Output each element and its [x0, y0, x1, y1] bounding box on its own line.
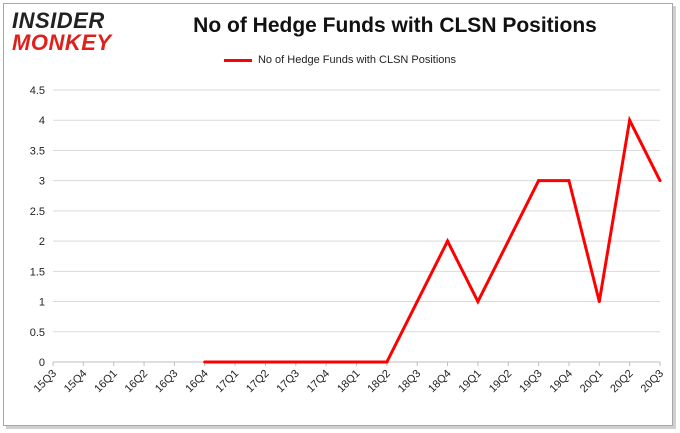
x-tick-label: 20Q1: [578, 368, 606, 396]
x-tick-label: 19Q2: [487, 368, 515, 396]
y-tick-label: 4: [39, 115, 45, 127]
data-point: [537, 179, 541, 183]
data-point: [658, 179, 662, 183]
logo-line-2: MONKEY: [12, 30, 112, 55]
logo-line-1: INSIDER: [12, 8, 105, 33]
x-tick-label: 18Q3: [396, 368, 424, 396]
data-point: [415, 300, 419, 304]
x-tick-label: 16Q2: [123, 368, 151, 396]
data-point: [446, 239, 450, 243]
y-tick-label: 1.5: [30, 266, 45, 278]
y-tick-label: 0.5: [30, 327, 45, 339]
y-tick-label: 2: [39, 236, 45, 248]
data-point: [476, 300, 480, 304]
x-tick-label: 17Q2: [244, 368, 272, 396]
x-tick-label: 18Q1: [335, 368, 363, 396]
data-point: [355, 360, 358, 364]
data-point: [506, 239, 510, 243]
data-point: [385, 360, 389, 364]
data-point: [628, 118, 632, 122]
x-tick-label: 16Q3: [153, 368, 181, 396]
x-tick-label: 17Q3: [274, 368, 302, 396]
y-tick-label: 1: [39, 297, 45, 309]
chart-legend: No of Hedge Funds with CLSN Positions: [0, 54, 680, 66]
x-tick-label: 16Q1: [92, 368, 120, 396]
y-tick-label: 3.5: [30, 145, 45, 157]
data-point: [203, 360, 207, 364]
insider-monkey-logo: INSIDER MONKEY: [12, 10, 130, 54]
y-tick-label: 3: [39, 176, 45, 188]
data-point: [263, 360, 267, 364]
x-tick-label: 20Q2: [608, 368, 636, 396]
x-tick-label: 15Q4: [62, 368, 90, 396]
data-point: [294, 360, 298, 364]
x-tick-label: 18Q4: [426, 368, 454, 396]
x-tick-label: 17Q1: [214, 368, 242, 396]
x-tick-label: 16Q4: [183, 368, 211, 396]
x-axis-ticks: 15Q3 15Q4 16Q1 16Q2 16Q3 16Q4 17Q1 17Q2 17Q3 17Q4…: [32, 362, 667, 396]
x-tick-label: 20Q3: [639, 368, 667, 396]
y-tick-label: 0: [39, 357, 45, 369]
x-tick-label: 18Q2: [365, 368, 393, 396]
legend-swatch: [223, 58, 252, 62]
data-point: [324, 360, 328, 364]
y-tick-label: 4.5: [30, 85, 45, 97]
data-point: [597, 300, 601, 304]
y-axis-ticks: 0 0.5 1 1.5 2 2.5 3 3.5 4 4.5: [30, 85, 45, 369]
y-tick-label: 2.5: [30, 206, 45, 218]
data-point: [567, 179, 571, 183]
series-line: [204, 115, 662, 364]
x-tick-label: 15Q3: [32, 368, 60, 396]
legend-label: No of Hedge Funds with CLSN Positions: [257, 54, 457, 66]
chart-title: No of Hedge Funds with CLSN Positions: [193, 14, 597, 37]
chart-frame: [3, 3, 673, 426]
x-tick-label: 19Q4: [548, 368, 576, 396]
x-tick-label: 17Q4: [305, 368, 333, 396]
x-tick-label: 19Q3: [517, 368, 545, 396]
series-group: [203, 115, 662, 364]
grid-lines: [53, 89, 660, 363]
data-point: [233, 360, 237, 364]
x-tick-label: 19Q1: [456, 368, 484, 396]
